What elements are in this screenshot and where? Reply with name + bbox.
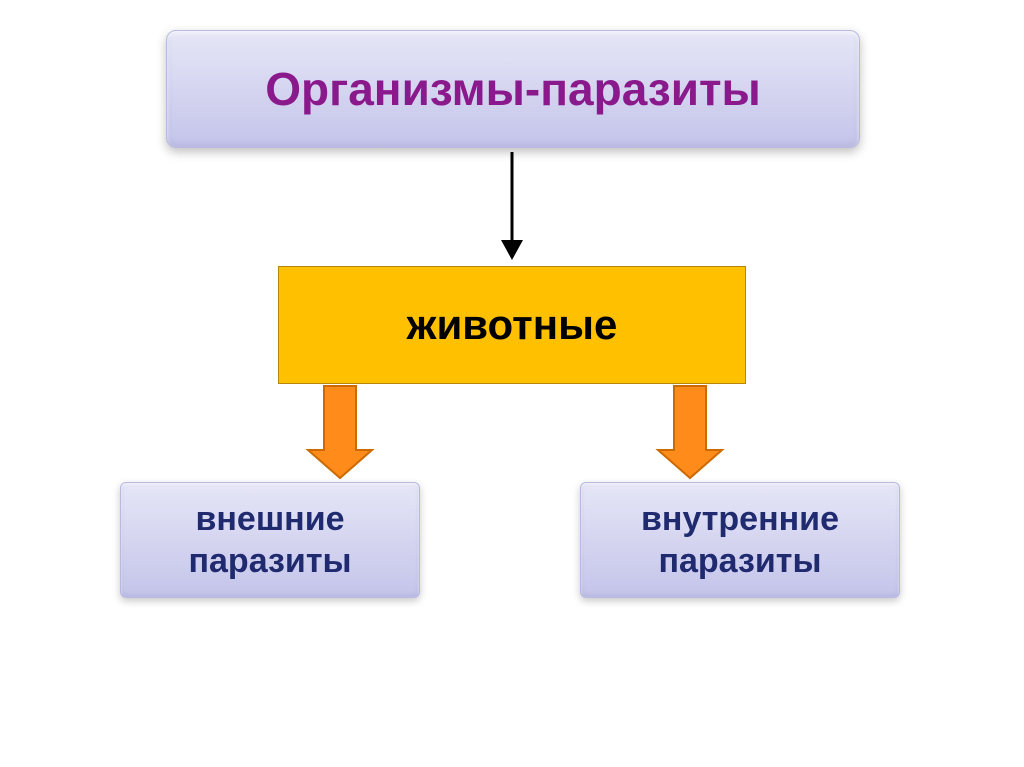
arrow-left <box>306 386 374 480</box>
middle-text: животные <box>407 301 618 349</box>
right-box: внутренниепаразиты <box>580 482 900 598</box>
arrow-top <box>490 152 534 262</box>
title-text: Организмы-паразиты <box>265 62 761 116</box>
left-box: внешниепаразиты <box>120 482 420 598</box>
right-text: внутренниепаразиты <box>641 498 839 583</box>
arrow-right <box>656 386 724 480</box>
title-box: Организмы-паразиты <box>166 30 860 148</box>
left-text: внешниепаразиты <box>188 498 351 583</box>
middle-box: животные <box>278 266 746 384</box>
